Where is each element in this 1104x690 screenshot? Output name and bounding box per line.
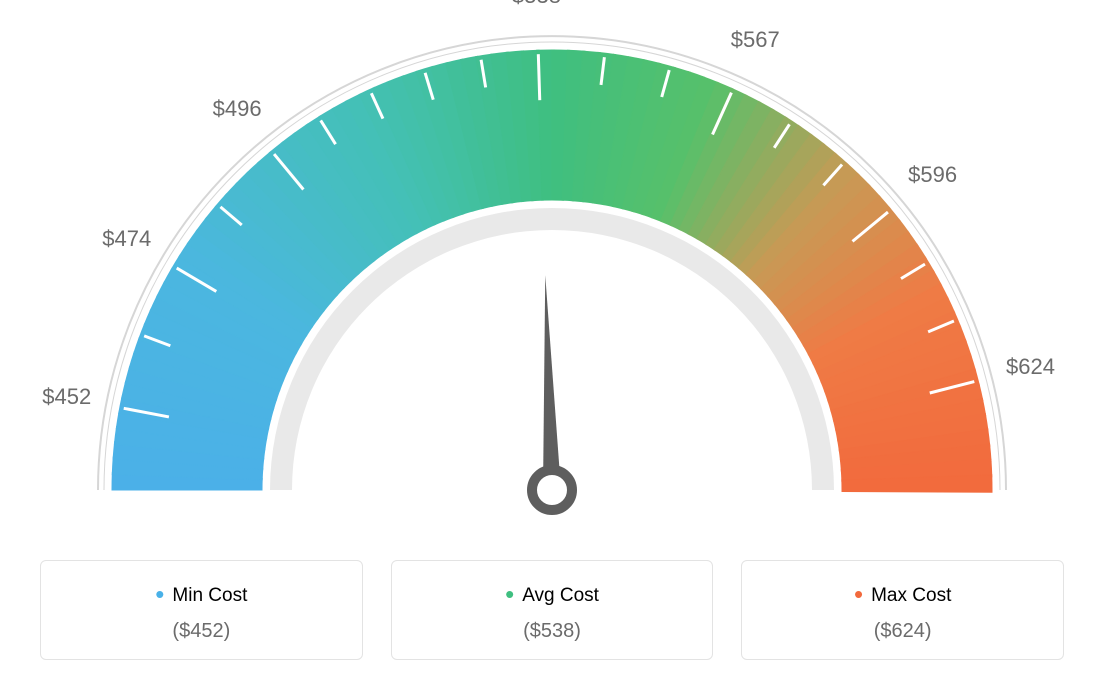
legend-min-title: Min Cost — [51, 579, 352, 610]
legend-max-value: ($624) — [752, 620, 1053, 643]
legend-avg-card: Avg Cost ($538) — [391, 560, 714, 660]
gauge-tick-label: $474 — [102, 226, 151, 252]
legend-min-value: ($452) — [51, 620, 352, 643]
gauge-tick-label: $596 — [908, 162, 957, 188]
gauge-tick-label: $624 — [1006, 354, 1055, 380]
legend-min-card: Min Cost ($452) — [40, 560, 363, 660]
legend-avg-value: ($538) — [402, 620, 703, 643]
gauge-tick-label: $538 — [512, 0, 561, 9]
legend-max-card: Max Cost ($624) — [741, 560, 1064, 660]
cost-gauge: $452 $474 $496 $538 $567 $596 $624 — [0, 0, 1104, 560]
gauge-tick-label: $452 — [42, 384, 91, 410]
gauge-tick-label: $567 — [731, 27, 780, 53]
legend-row: Min Cost ($452) Avg Cost ($538) Max Cost… — [40, 560, 1064, 660]
legend-max-title: Max Cost — [752, 579, 1053, 610]
legend-avg-title: Avg Cost — [402, 579, 703, 610]
gauge-tick-label: $496 — [213, 96, 262, 122]
